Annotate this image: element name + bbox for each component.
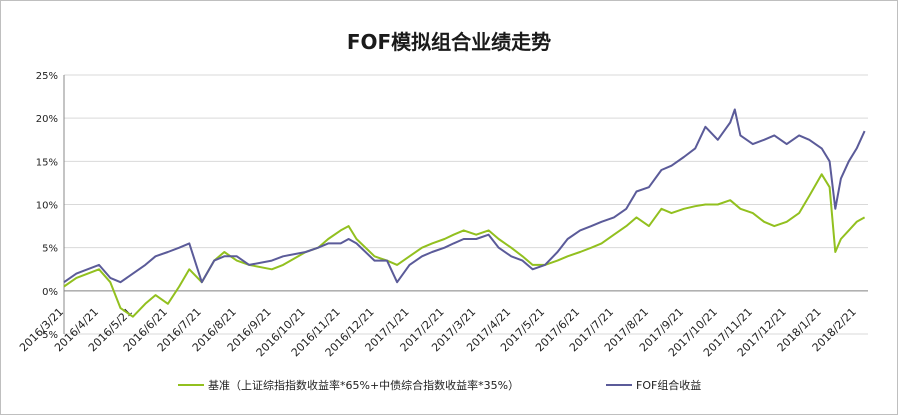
y-tick-label: -5% — [39, 330, 58, 341]
series-line-fof — [63, 108, 866, 284]
y-tick-label: 20% — [36, 114, 58, 125]
y-tick-label: 15% — [36, 157, 58, 168]
legend-label-benchmark: 基准（上证综指指数收益率*65%+中债综合指数收益率*35%） — [208, 379, 520, 392]
legend-item-fof: FOF组合收益 — [606, 376, 701, 394]
legend-label-fof: FOF组合收益 — [636, 379, 702, 392]
legend-swatch-benchmark — [178, 384, 204, 386]
legend-swatch-fof — [606, 384, 632, 386]
y-tick-label: 25% — [36, 71, 58, 82]
chart-title: FOF模拟组合业绩走势 — [346, 30, 552, 54]
y-tick-label: 5% — [42, 244, 58, 255]
legend-item-benchmark: 基准（上证综指指数收益率*65%+中债综合指数收益率*35%） — [178, 376, 519, 394]
y-tick-label: 0% — [42, 287, 58, 298]
y-tick-label: 10% — [36, 201, 58, 212]
